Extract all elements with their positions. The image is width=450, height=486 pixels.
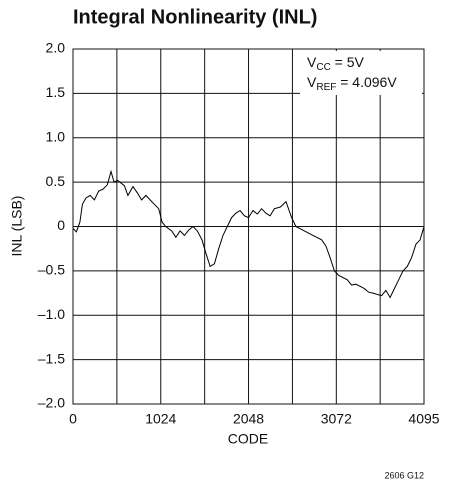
plot-frame [72,48,425,405]
annotation: VREF = 4.096V [307,74,397,93]
annotation-part: V [307,54,317,70]
annotation-part: V [307,74,317,90]
y-axis-label: INL (LSB) [9,196,25,257]
x-tick-label: 3072 [321,411,352,427]
annotation-subscript: CC [316,62,330,73]
x-tick-label: 4095 [408,411,439,427]
annotation-background [300,51,422,95]
y-tick-label: 0 [57,217,65,233]
y-tick-label: –1.5 [38,350,65,366]
annotation-part: = 4.096V [336,74,397,90]
y-tick-label: 2.0 [46,40,66,56]
inl-line [72,169,425,299]
y-tick-label: 1.0 [46,128,66,144]
annotation: VCC = 5V [307,54,365,73]
x-tick-label: 1024 [145,411,176,427]
y-tick-label: 1.5 [46,84,66,100]
y-tick-label: –1.0 [38,306,65,322]
x-tick-label: 0 [69,411,77,427]
annotation-subscript: REF [316,82,336,93]
y-tick-label: 0.5 [46,173,66,189]
x-axis-label: CODE [228,431,268,447]
y-tick-label: –2.0 [38,395,65,411]
y-tick-label: –0.5 [38,262,65,278]
chart-title: Integral Nonlinearity (INL) [73,6,317,28]
annotation-part: = 5V [331,54,365,70]
footnote: 2606 G12 [384,470,424,480]
x-tick-label: 2048 [233,411,264,427]
